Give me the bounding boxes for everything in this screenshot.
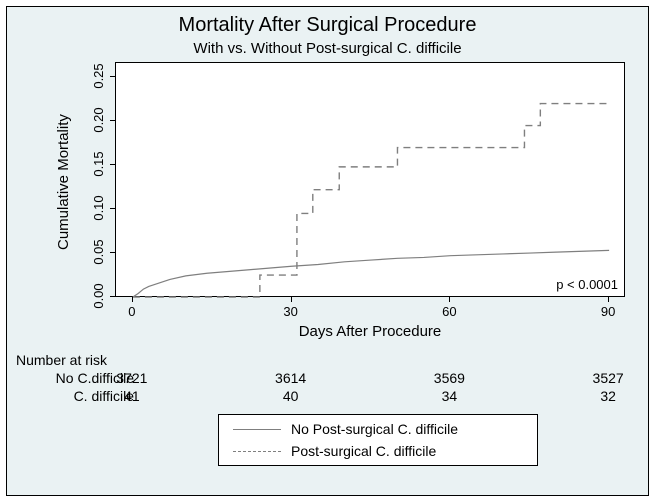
legend-swatch-cdiff <box>233 451 281 452</box>
x-tick-label: 60 <box>434 304 464 319</box>
y-axis-label: Cumulative Mortality <box>55 114 72 250</box>
series-layer <box>116 63 626 298</box>
y-tick-label: 0.10 <box>91 192 107 224</box>
risk-table-header: Number at risk <box>16 352 107 368</box>
y-tick-label: 0.15 <box>91 148 107 180</box>
x-tick-label: 0 <box>117 304 147 319</box>
legend: No Post-surgical C. difficile Post-surgic… <box>218 414 538 466</box>
plot-area: p < 0.0001 <box>115 62 625 297</box>
x-tick-mark <box>291 297 292 302</box>
risk-cell: 32 <box>580 388 636 404</box>
risk-cell: 3721 <box>104 370 160 386</box>
y-tick-mark <box>110 252 115 253</box>
y-tick-mark <box>110 120 115 121</box>
y-tick-mark <box>110 164 115 165</box>
x-tick-label: 30 <box>276 304 306 319</box>
legend-swatch-no_cdiff <box>233 429 281 430</box>
x-tick-mark <box>449 297 450 302</box>
y-tick-label: 0.05 <box>91 236 107 268</box>
legend-item-cdiff: Post-surgical C. difficile <box>223 440 533 462</box>
y-tick-mark <box>110 296 115 297</box>
y-tick-label: 0.25 <box>91 60 107 92</box>
risk-cell: 3569 <box>421 370 477 386</box>
figure-root: Mortality After Surgical Procedure With … <box>0 0 655 502</box>
y-tick-label: 0.20 <box>91 104 107 136</box>
series-no_cdiff <box>133 250 609 297</box>
chart-subtitle: With vs. Without Post-surgical C. diffic… <box>0 40 655 57</box>
y-tick-mark <box>110 208 115 209</box>
x-tick-label: 90 <box>593 304 623 319</box>
risk-cell: 40 <box>263 388 319 404</box>
risk-cell: 3614 <box>263 370 319 386</box>
legend-label: Post-surgical C. difficile <box>291 443 436 459</box>
p-value-annotation: p < 0.0001 <box>556 277 618 292</box>
y-tick-label: 0.00 <box>91 280 107 312</box>
x-tick-mark <box>608 297 609 302</box>
series-cdiff <box>133 104 609 297</box>
y-tick-mark <box>110 76 115 77</box>
legend-item-no_cdiff: No Post-surgical C. difficile <box>223 418 533 440</box>
legend-label: No Post-surgical C. difficile <box>291 421 458 437</box>
x-axis-label: Days After Procedure <box>115 323 625 340</box>
risk-cell: 34 <box>421 388 477 404</box>
risk-cell: 3527 <box>580 370 636 386</box>
risk-cell: 41 <box>104 388 160 404</box>
x-tick-mark <box>132 297 133 302</box>
chart-title: Mortality After Surgical Procedure <box>0 14 655 37</box>
